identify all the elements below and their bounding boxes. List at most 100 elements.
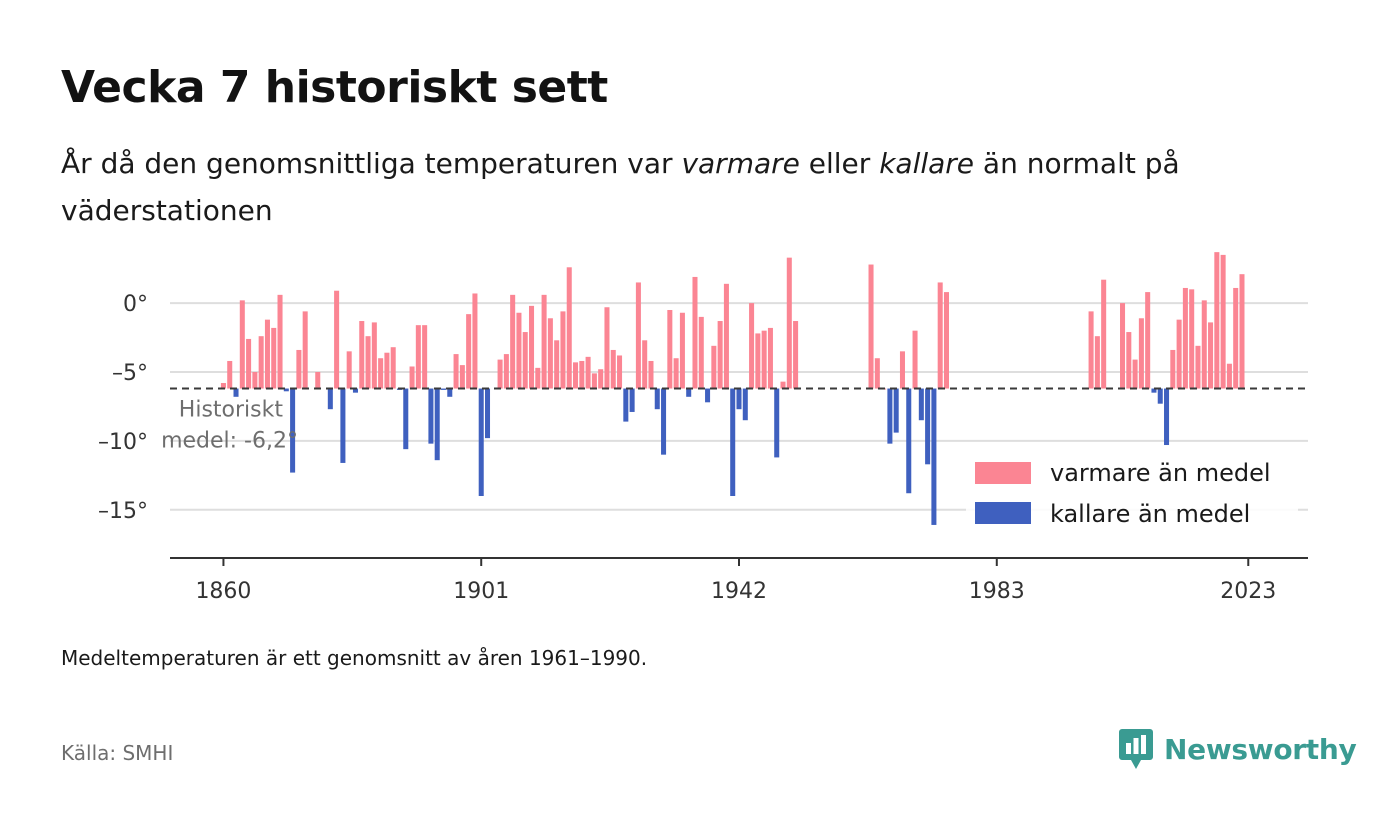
bar-warm [749,303,755,389]
bar-cold [233,388,239,397]
footnote: Medeltemperaturen är ett genomsnitt av å… [61,646,648,670]
bars [220,252,1245,525]
bar-warm [277,294,283,389]
bar-warm [459,365,465,389]
bar-warm [472,293,478,389]
bar-warm [1088,311,1094,389]
bar-warm [1226,363,1232,389]
bar-warm [547,318,553,389]
bar-warm [767,327,773,389]
newsworthy-logo-icon [1119,729,1153,769]
bar-warm [516,312,522,389]
bar-warm [667,310,673,389]
bar-cold [1151,388,1157,393]
bar-cold [352,388,358,393]
legend: varmare än medel kallare än medel [966,453,1298,543]
x-tick-label: 1942 [711,579,767,604]
bar-warm [390,347,396,389]
bar-cold [774,388,780,458]
bar-warm [679,312,685,389]
bar-warm [220,383,226,389]
brand-logo: Newsworthy [1118,726,1357,772]
bar-warm [264,319,270,389]
bar-warm [510,294,516,389]
bar-warm [1182,287,1188,389]
bar-warm [604,307,610,389]
bar-warm [1126,332,1132,389]
bar-warm [541,294,547,389]
bar-warm [573,362,579,389]
bar-cold [893,388,899,433]
bar-warm [1233,287,1239,389]
legend-swatch-cold [975,502,1031,524]
bar-cold [340,388,346,463]
bar-warm [793,321,799,389]
bar-warm [1132,359,1138,389]
x-tick-label: 1860 [195,579,251,604]
bar-warm [365,336,371,389]
bar-warm [1189,289,1195,389]
bar-warm [296,349,302,389]
bar-cold [887,388,893,444]
bar-cold [736,388,742,410]
brand-name: Newsworthy [1164,732,1357,766]
bar-warm [1220,254,1226,389]
bar-warm [359,321,365,389]
bar-cold [906,388,912,494]
bar-cold [623,388,629,422]
legend-label-cold: kallare än medel [1050,500,1250,528]
bar-cold [327,388,333,410]
bar-warm [723,283,729,389]
bar-cold [931,388,937,525]
bar-cold [440,388,447,390]
bar-warm [384,352,390,389]
bar-warm [698,316,704,389]
bar-warm [1201,300,1207,389]
subtitle-part3: än normalt på väderstationen [61,147,1180,227]
x-axis-ticks: 1860 1901 1942 1983 2023 [195,558,1276,604]
page-title: Vecka 7 historiskt sett [61,62,608,113]
x-tick-label: 2023 [1220,579,1276,604]
bar-warm [1208,322,1214,389]
bar-cold [686,388,692,397]
bar-warm [415,325,421,389]
bar-warm [579,360,585,389]
bar-warm [503,354,509,389]
bar-warm [673,358,679,389]
bar-warm [780,381,786,389]
baseline-label-line1: Historiskt [179,398,284,423]
bar-cold [661,388,667,455]
bar-warm [227,360,233,389]
bar-warm [466,314,472,389]
y-tick-label: –5° [112,361,148,386]
bar-warm [560,311,566,389]
bar-warm [246,338,252,389]
bar-warm [1170,349,1176,389]
subtitle: År då den genomsnittliga temperaturen va… [61,140,1301,234]
y-tick-label: –10° [98,430,148,455]
bar-warm [874,358,880,389]
bar-warm [422,325,428,389]
bar-cold [730,388,736,496]
bar-warm [591,373,597,389]
bar-cold [290,388,296,473]
bar-warm [302,311,308,389]
bar-warm [1214,252,1220,389]
y-tick-label: 0° [123,292,148,317]
bar-warm [692,276,698,389]
bar-warm [717,321,723,389]
x-tick-label: 1901 [453,579,509,604]
bar-cold [1157,388,1163,404]
source-credit: Källa: SMHI [61,741,174,765]
subtitle-emphasis-cold: kallare [879,147,975,180]
bar-cold [1164,388,1170,446]
bar-warm [598,369,604,389]
bar-warm [899,351,905,389]
bar-warm [610,349,616,389]
bar-warm [566,267,572,389]
bar-warm [554,340,560,389]
x-tick-label: 1983 [969,579,1025,604]
bar-cold [705,388,711,403]
bar-cold [654,388,660,410]
bar-warm [1101,279,1107,389]
